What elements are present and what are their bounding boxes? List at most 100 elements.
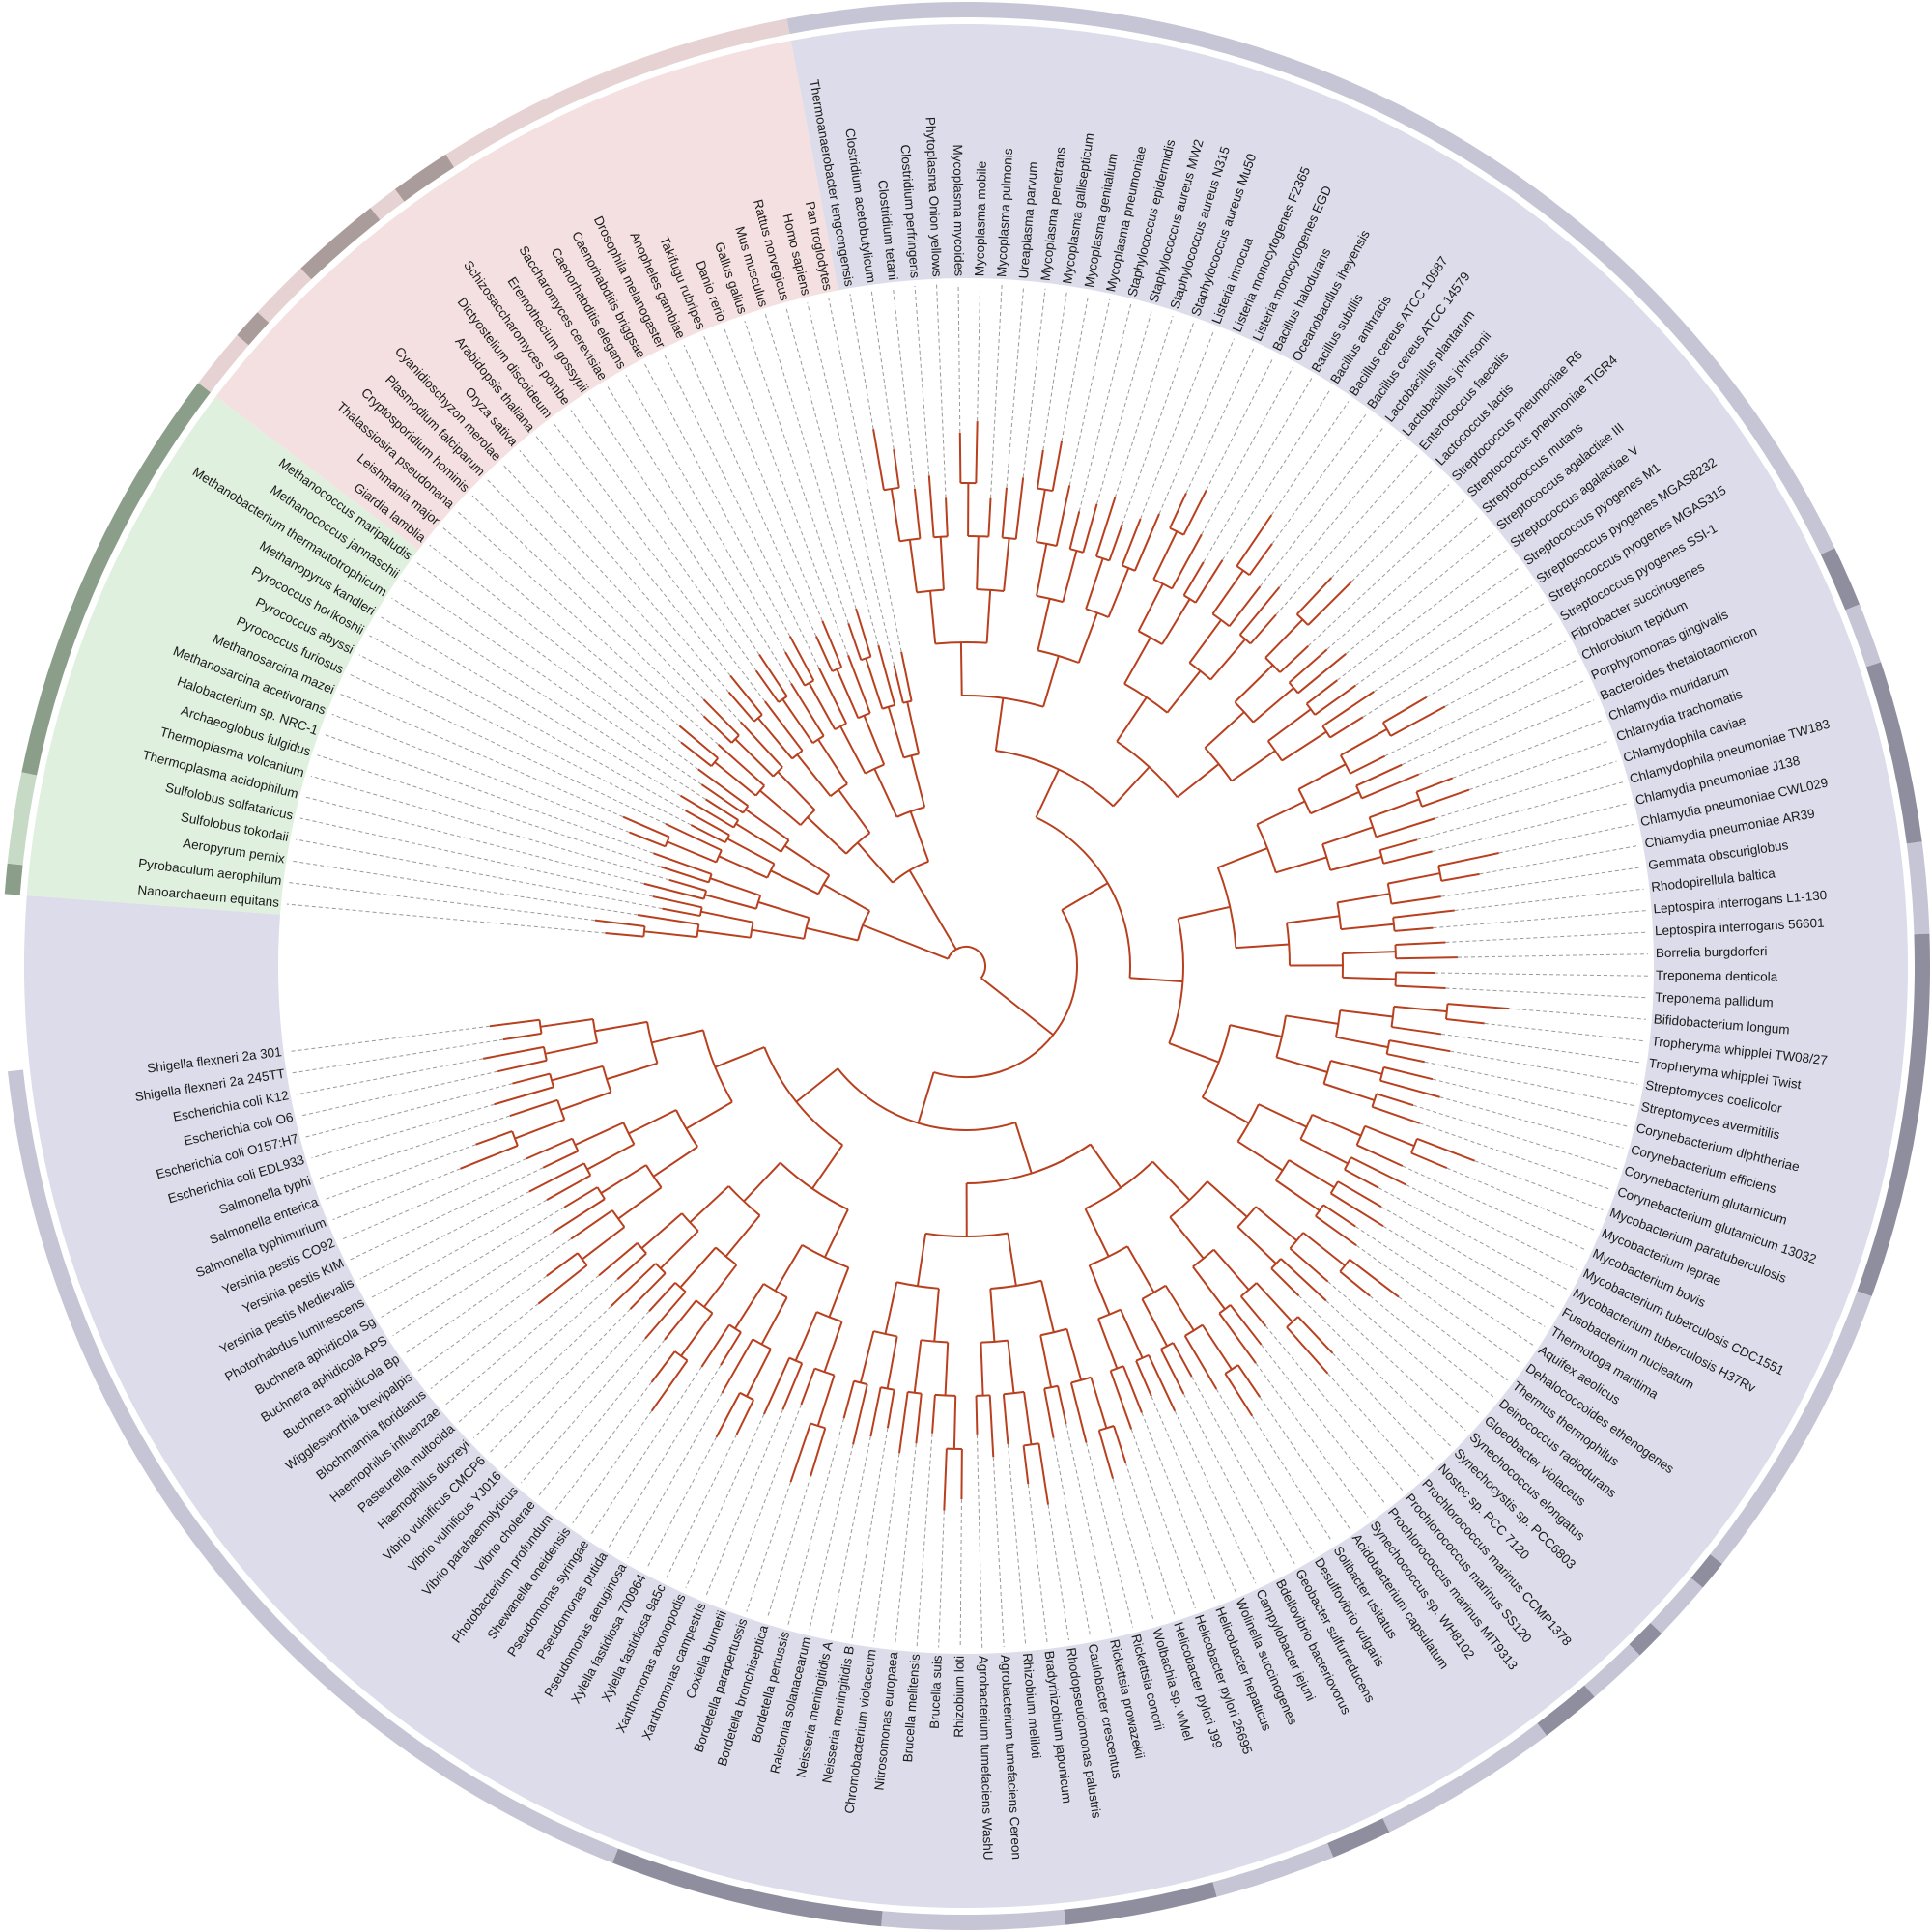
branch bbox=[546, 1174, 591, 1201]
branch bbox=[660, 866, 710, 884]
leaf-connector bbox=[992, 1457, 1005, 1647]
branch-arc bbox=[853, 1379, 868, 1386]
leaf-connector bbox=[608, 1364, 722, 1548]
leaf-connector bbox=[785, 307, 879, 646]
leaf-connector bbox=[1479, 845, 1638, 875]
branch bbox=[1323, 1082, 1376, 1102]
leaf-connector bbox=[1332, 1352, 1435, 1463]
branch-arc bbox=[1236, 1103, 1260, 1143]
leaf-connector bbox=[1255, 1362, 1369, 1518]
branch bbox=[1178, 905, 1231, 920]
branch bbox=[1062, 550, 1078, 603]
branch bbox=[586, 1143, 635, 1171]
leaf-connector bbox=[1380, 1206, 1557, 1309]
branch bbox=[509, 1098, 558, 1117]
leaf-connector bbox=[392, 1232, 554, 1337]
branch bbox=[1256, 800, 1306, 826]
leaf-connector bbox=[1140, 330, 1215, 520]
branch bbox=[855, 608, 872, 658]
branch bbox=[512, 1072, 551, 1085]
branch bbox=[987, 497, 992, 537]
branch bbox=[1340, 728, 1388, 756]
branch bbox=[1234, 664, 1274, 703]
leaf-connector bbox=[1424, 1061, 1634, 1106]
branch-arc bbox=[1339, 1259, 1350, 1272]
branch bbox=[975, 421, 979, 484]
branch-arc bbox=[577, 1252, 588, 1266]
branch bbox=[680, 741, 713, 767]
branch-arc bbox=[834, 722, 847, 730]
branch bbox=[622, 815, 670, 838]
branch bbox=[644, 1291, 687, 1340]
leaf-connector bbox=[625, 374, 786, 653]
leaf-connector bbox=[1122, 323, 1194, 525]
branch-arc bbox=[1211, 612, 1231, 628]
branch bbox=[1003, 538, 1010, 592]
branch bbox=[668, 878, 707, 892]
leaf-label: Rhizobium loti bbox=[952, 1656, 967, 1738]
branch bbox=[1113, 1425, 1127, 1463]
branch bbox=[1042, 655, 1060, 707]
leaf-connector bbox=[1445, 987, 1648, 999]
branch bbox=[1043, 1388, 1055, 1438]
branch bbox=[735, 822, 782, 853]
leaf-connector bbox=[1185, 347, 1255, 494]
branch bbox=[1372, 1105, 1420, 1124]
branch bbox=[944, 1342, 950, 1396]
branch bbox=[574, 1122, 624, 1147]
leaf-connector bbox=[442, 527, 680, 726]
leaf-connector bbox=[607, 385, 792, 684]
branch bbox=[1002, 1394, 1009, 1445]
branch bbox=[651, 1029, 704, 1044]
branch-arc bbox=[1329, 1180, 1339, 1194]
branch bbox=[783, 844, 830, 876]
branch-arc bbox=[636, 1242, 647, 1255]
leaf-connector bbox=[1355, 1244, 1521, 1364]
branch bbox=[1297, 653, 1347, 695]
branch bbox=[1172, 1342, 1193, 1378]
branch-arc bbox=[1003, 1390, 1025, 1396]
branch bbox=[781, 1362, 804, 1410]
leaf-connector bbox=[646, 1436, 718, 1570]
branch bbox=[1204, 711, 1245, 749]
branch bbox=[887, 706, 905, 758]
branch bbox=[1036, 543, 1048, 597]
branch bbox=[806, 926, 859, 942]
leaf-connector bbox=[1419, 1122, 1611, 1190]
branch bbox=[1094, 497, 1117, 557]
branch bbox=[1349, 1259, 1400, 1298]
branch bbox=[1393, 1005, 1447, 1013]
branch-arc bbox=[674, 1350, 689, 1362]
branch bbox=[1236, 943, 1290, 950]
branch bbox=[873, 768, 898, 818]
ring-segment bbox=[881, 1909, 1066, 1930]
branch bbox=[1315, 1215, 1357, 1247]
branch bbox=[1376, 1093, 1414, 1107]
branch bbox=[1061, 882, 1109, 911]
branch bbox=[650, 1350, 676, 1383]
leaf-connector bbox=[1222, 388, 1331, 561]
branch bbox=[1164, 1285, 1195, 1331]
branch bbox=[1129, 977, 1183, 983]
outer-ring bbox=[4, 2, 1930, 1930]
branch bbox=[551, 1065, 604, 1082]
branch-arc bbox=[832, 666, 842, 672]
branch bbox=[788, 636, 815, 681]
branch-arc bbox=[730, 734, 740, 744]
branches bbox=[460, 421, 1510, 1511]
branch bbox=[1258, 1103, 1308, 1128]
ring-segment bbox=[1845, 604, 1882, 668]
leaf-connector bbox=[429, 544, 682, 743]
leaf-connector bbox=[764, 314, 857, 610]
branch bbox=[1152, 530, 1179, 581]
branch bbox=[1137, 582, 1164, 632]
branch-arc bbox=[1234, 701, 1255, 724]
leaf-connector bbox=[936, 284, 947, 498]
branch-arc bbox=[674, 1282, 687, 1293]
leaf-connector bbox=[1406, 1184, 1577, 1270]
branch bbox=[667, 840, 717, 864]
branch bbox=[1306, 679, 1338, 705]
branch-arc bbox=[1415, 791, 1423, 808]
branch bbox=[640, 1212, 683, 1249]
branch bbox=[680, 794, 735, 829]
